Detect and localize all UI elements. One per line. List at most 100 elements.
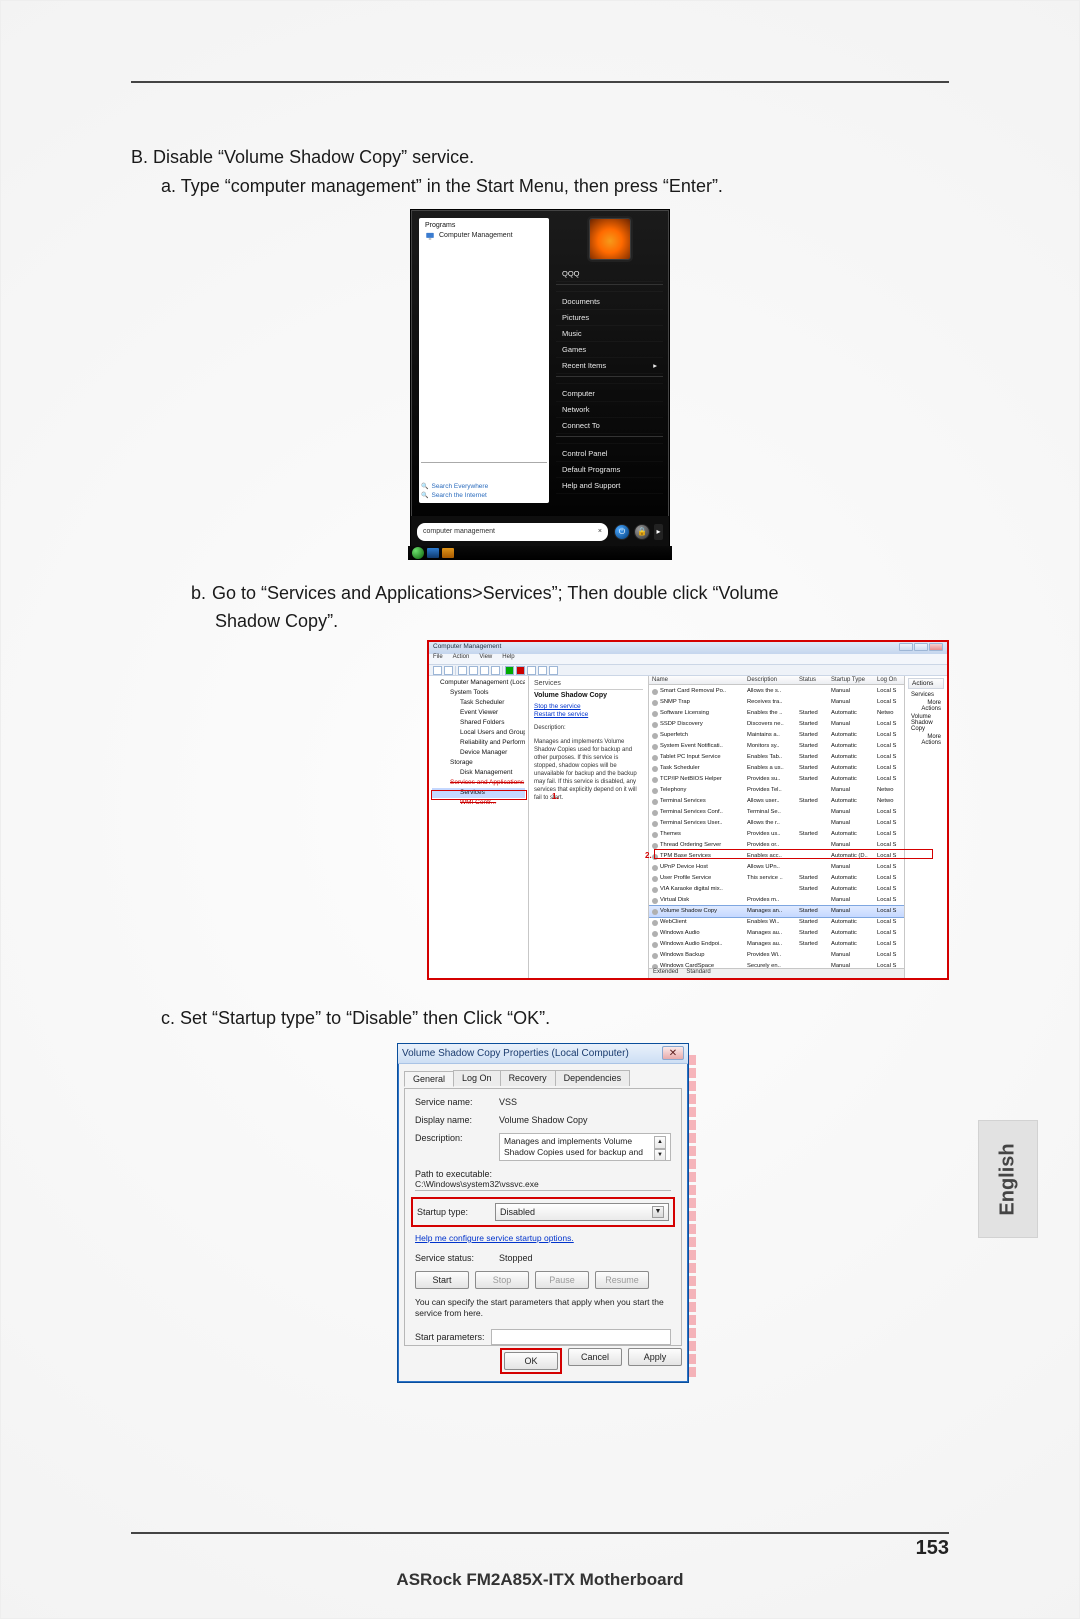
- startmenu-item[interactable]: Network: [556, 402, 663, 418]
- menu-item[interactable]: View: [479, 654, 492, 664]
- path-label: Path to executable:: [415, 1169, 671, 1179]
- ok-button[interactable]: OK: [504, 1352, 558, 1370]
- tree-node[interactable]: Disk Management: [432, 768, 525, 778]
- view-tab[interactable]: Standard: [686, 969, 710, 978]
- tab-dependencies[interactable]: Dependencies: [555, 1070, 631, 1086]
- taskbar-icon[interactable]: [442, 548, 454, 558]
- startmenu-item[interactable]: Help and Support: [556, 478, 663, 494]
- tree-node[interactable]: Local Users and Groups: [432, 728, 525, 738]
- column-header[interactable]: Log On: [874, 676, 904, 684]
- close-button[interactable]: ✕: [662, 1046, 684, 1060]
- startmenu-item[interactable]: Connect To: [556, 418, 663, 434]
- startmenu-item[interactable]: QQQ: [556, 266, 663, 282]
- service-row[interactable]: Terminal Services Conf..Terminal Se..Man…: [649, 807, 904, 818]
- service-row[interactable]: Task SchedulerEnables a us..StartedAutom…: [649, 763, 904, 774]
- start-params-input[interactable]: [491, 1329, 671, 1345]
- tree-node[interactable]: Computer Management (Local: [432, 678, 525, 688]
- actions-item[interactable]: Services: [908, 691, 944, 699]
- window-buttons[interactable]: [899, 643, 943, 653]
- service-row[interactable]: SSDP DiscoveryDiscovers ne..StartedManua…: [649, 719, 904, 730]
- tab-general[interactable]: General: [404, 1071, 454, 1087]
- service-row[interactable]: Terminal Services User..Allows the r..Ma…: [649, 818, 904, 829]
- tree-node[interactable]: Device Manager: [432, 748, 525, 758]
- service-row[interactable]: User Profile ServiceThis service ..Start…: [649, 873, 904, 884]
- toolbar[interactable]: [429, 664, 947, 676]
- scroll-up[interactable]: ▲: [654, 1136, 666, 1149]
- shutdown-arrow[interactable]: ▸: [654, 524, 663, 540]
- nav-tree[interactable]: Computer Management (LocalSystem ToolsTa…: [429, 676, 529, 978]
- scroll-down[interactable]: ▼: [654, 1149, 666, 1161]
- actions-item[interactable]: Volume Shadow Copy: [908, 713, 944, 733]
- restart-service-link[interactable]: Restart the service: [534, 711, 643, 718]
- startmenu-item[interactable]: Control Panel: [556, 446, 663, 462]
- apply-button[interactable]: Apply: [628, 1348, 682, 1366]
- startup-type-select[interactable]: Disabled ▼: [495, 1203, 669, 1221]
- startmenu-item[interactable]: Music: [556, 326, 663, 342]
- startmenu-item[interactable]: Recent Items▸: [556, 358, 663, 374]
- service-row[interactable]: Windows AudioManages au..StartedAutomati…: [649, 928, 904, 939]
- tree-node[interactable]: Task Scheduler: [432, 698, 525, 708]
- tree-node[interactable]: Storage: [432, 758, 525, 768]
- column-header[interactable]: Description: [744, 676, 796, 684]
- startmenu-item[interactable]: Default Programs: [556, 462, 663, 478]
- service-row[interactable]: WebClientEnables Wi..StartedAutomaticLoc…: [649, 917, 904, 928]
- start-orb[interactable]: [412, 547, 424, 559]
- tree-node[interactable]: Reliability and Performa: [432, 738, 525, 748]
- tree-node[interactable]: Services and Applications: [432, 778, 525, 788]
- program-computer-management[interactable]: Computer Management: [425, 231, 543, 241]
- search-input-value: computer management: [423, 528, 495, 535]
- search-clear-x[interactable]: ×: [598, 528, 602, 535]
- service-row[interactable]: Windows Audio Endpoi..Manages au..Starte…: [649, 939, 904, 950]
- service-row[interactable]: System Event Notificati..Monitors sy..St…: [649, 741, 904, 752]
- instruction-b-line1: b. Go to “Services and Applications>Serv…: [131, 579, 949, 608]
- service-row[interactable]: Windows BackupProvides Wi..ManualLocal S: [649, 950, 904, 961]
- search-internet-link[interactable]: Search the Internet: [421, 492, 547, 499]
- service-row[interactable]: TCP/IP NetBIOS HelperProvides su..Starte…: [649, 774, 904, 785]
- service-row[interactable]: VIA Karaoke digital mix..StartedAutomati…: [649, 884, 904, 895]
- search-input[interactable]: computer management ×: [417, 523, 608, 541]
- power-button[interactable]: ⏻: [614, 524, 630, 540]
- service-row[interactable]: Virtual DiskProvides m..ManualLocal S: [649, 895, 904, 906]
- service-row[interactable]: Tablet PC Input ServiceEnables Tab..Star…: [649, 752, 904, 763]
- menu-item[interactable]: Help: [502, 654, 514, 664]
- cancel-button[interactable]: Cancel: [568, 1348, 622, 1366]
- taskbar-icon[interactable]: [427, 548, 439, 558]
- tree-node[interactable]: System Tools: [432, 688, 525, 698]
- search-everywhere-link[interactable]: Search Everywhere: [421, 483, 547, 490]
- service-row[interactable]: TelephonyProvides Tel..ManualNetwo: [649, 785, 904, 796]
- view-tab[interactable]: Extended: [653, 969, 678, 978]
- service-row[interactable]: ThemesProvides us..StartedAutomaticLocal…: [649, 829, 904, 840]
- lock-button[interactable]: 🔒: [634, 524, 650, 540]
- stop-button: Stop: [475, 1271, 529, 1289]
- service-row[interactable]: Smart Card Removal Po..Allows the s..Man…: [649, 686, 904, 697]
- startmenu-item[interactable]: Documents: [556, 294, 663, 310]
- startmenu-item[interactable]: Computer: [556, 386, 663, 402]
- column-header[interactable]: Name: [649, 676, 744, 684]
- service-row[interactable]: Software LicensingEnables the ..StartedA…: [649, 708, 904, 719]
- startmenu-item[interactable]: Games: [556, 342, 663, 358]
- start-button[interactable]: Start: [415, 1271, 469, 1289]
- service-row[interactable]: Windows CardSpaceSecurely en..ManualLoca…: [649, 961, 904, 968]
- actions-item[interactable]: More Actions: [908, 733, 944, 747]
- services-list[interactable]: NameDescriptionStatusStartup TypeLog On …: [649, 676, 904, 978]
- menu-item[interactable]: File: [433, 654, 443, 664]
- service-row[interactable]: UPnP Device HostAllows UPn..ManualLocal …: [649, 862, 904, 873]
- tab-recovery[interactable]: Recovery: [500, 1070, 556, 1086]
- tree-node[interactable]: Shared Folders: [432, 718, 525, 728]
- help-link[interactable]: Help me configure service startup option…: [415, 1233, 574, 1243]
- column-header[interactable]: Startup Type: [828, 676, 874, 684]
- tab-logon[interactable]: Log On: [453, 1070, 501, 1086]
- general-panel: Service name:VSS Display name:Volume Sha…: [404, 1088, 682, 1346]
- actions-item[interactable]: More Actions: [908, 699, 944, 713]
- tree-node[interactable]: Event Viewer: [432, 708, 525, 718]
- service-row[interactable]: SNMP TrapReceives tra..ManualLocal S: [649, 697, 904, 708]
- column-header[interactable]: Status: [796, 676, 828, 684]
- tab-strip[interactable]: GeneralLog OnRecoveryDependencies: [404, 1070, 682, 1086]
- service-row[interactable]: Volume Shadow CopyManages an..StartedMan…: [649, 906, 904, 917]
- stop-service-link[interactable]: Stop the service: [534, 703, 643, 710]
- startmenu-item[interactable]: Pictures: [556, 310, 663, 326]
- menubar[interactable]: File Action View Help: [429, 654, 947, 664]
- menu-item[interactable]: Action: [453, 654, 470, 664]
- service-row[interactable]: SuperfetchMaintains a..StartedAutomaticL…: [649, 730, 904, 741]
- service-row[interactable]: Terminal ServicesAllows user..StartedAut…: [649, 796, 904, 807]
